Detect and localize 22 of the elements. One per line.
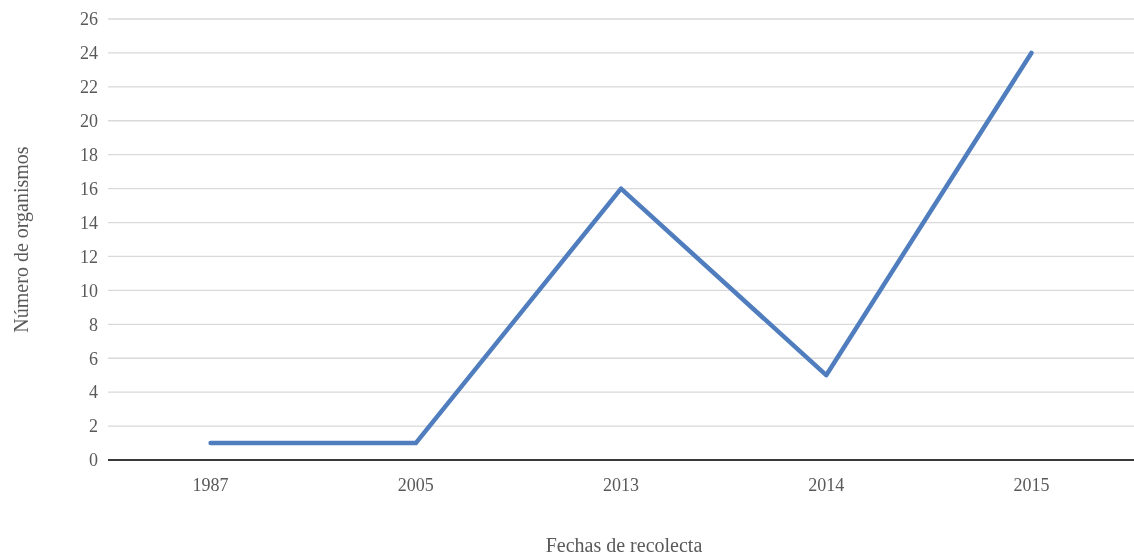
y-tick-label: 14: [80, 212, 98, 233]
y-tick-label: 22: [80, 77, 98, 98]
y-tick-label: 8: [89, 314, 98, 335]
x-axis-title: Fechas de recolecta: [545, 534, 703, 556]
y-tick-label: 24: [80, 43, 98, 64]
line-series: [208, 50, 1034, 446]
y-tick-label: 26: [80, 9, 98, 30]
x-tick-label: 2005: [397, 475, 434, 495]
x-tick-label: 1987: [192, 475, 229, 495]
y-tick-label: 12: [80, 246, 98, 267]
x-tick-label: 2013: [603, 475, 639, 495]
y-tick-label: 16: [80, 178, 98, 199]
y-tick-label: 0: [89, 450, 98, 471]
x-tick-label: 2014: [808, 475, 845, 495]
y-tick-label: 6: [89, 348, 98, 369]
y-tick-label: 10: [80, 280, 98, 301]
y-tick-label: 20: [80, 111, 98, 132]
x-tick-label: 2015: [1013, 475, 1050, 495]
y-axis-title: Número de organismos: [10, 146, 33, 333]
y-tick-label: 18: [80, 144, 98, 165]
y-tick-label: 4: [89, 382, 98, 403]
y-tick-label: 2: [89, 416, 98, 437]
